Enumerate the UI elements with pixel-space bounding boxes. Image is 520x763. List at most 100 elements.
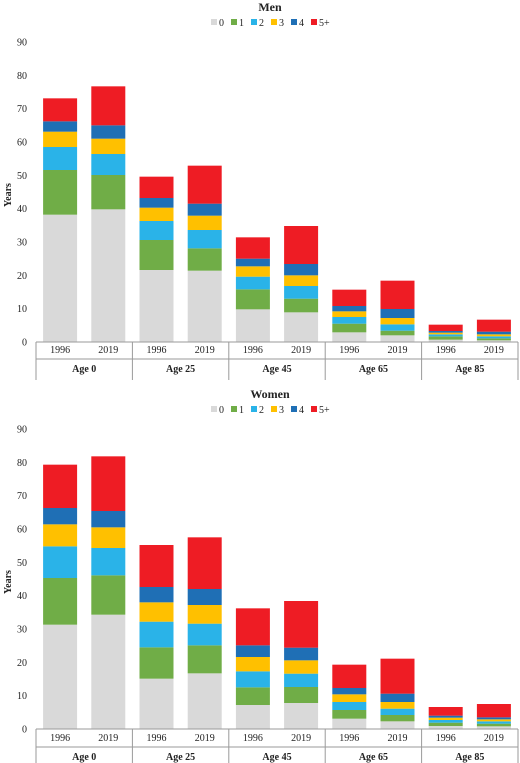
women-y-tick-label: 70	[17, 491, 27, 502]
men-legend-label-3: 3	[279, 18, 284, 29]
women-bar-9-segment-3	[428, 717, 463, 720]
men-bar-7-segment-0	[332, 332, 367, 342]
men-bar-6-segment-1	[284, 298, 319, 313]
women-bar-2-segment-1	[91, 575, 126, 615]
men-bar-2-segment-4	[91, 125, 126, 139]
women-bar-5-segment-2	[235, 671, 270, 688]
men-bar-8-segment-4	[380, 309, 415, 318]
men-bar-6-segment-2	[284, 286, 319, 299]
men-bar-10-segment-2	[476, 336, 511, 339]
men-bar-2-segment-2	[91, 154, 126, 175]
women-bar-10-segment-1	[476, 723, 511, 727]
men-bar-10-segment-5plus	[476, 319, 511, 332]
women-bar-8-segment-0	[380, 721, 415, 729]
women-legend-label-3: 3	[279, 405, 284, 416]
women-x-tick-label: 1996	[50, 733, 70, 744]
women-bar-6-segment-5plus	[284, 601, 319, 648]
men-bar-8-segment-5plus	[380, 280, 415, 309]
men-y-axis-label: Years	[3, 183, 14, 207]
women-legend-label-2: 2	[259, 405, 264, 416]
men-bar-8-segment-0	[380, 335, 415, 342]
women-chart-title: Women	[250, 387, 290, 401]
women-bar-6-segment-3	[284, 660, 319, 674]
women-x-tick-label: 2019	[195, 733, 215, 744]
men-bar-7-segment-1	[332, 323, 367, 333]
women-y-axis-label: Years	[3, 570, 14, 594]
women-bar-2-segment-2	[91, 548, 126, 576]
men-bar-1-segment-1	[43, 170, 78, 215]
men-group-label: Age 0	[72, 364, 96, 375]
men-bar-10-segment-4	[476, 331, 511, 335]
women-bar-3-segment-3	[139, 602, 174, 622]
men-bar-4-segment-3	[187, 215, 222, 230]
men-bar-9-segment-5plus	[428, 324, 463, 331]
men-bar-5-segment-4	[235, 258, 270, 267]
women-bar-8-segment-2	[380, 708, 415, 715]
men-bar-6-segment-3	[284, 275, 319, 286]
women-bar-5-segment-3	[235, 657, 270, 672]
men-bar-4-segment-0	[187, 270, 222, 342]
women-legend-swatch-1	[231, 406, 237, 412]
men-y-tick-label: 90	[17, 38, 27, 49]
women-x-tick-label: 2019	[484, 733, 504, 744]
women-bar-2-segment-5plus	[91, 456, 126, 511]
men-bar-3-segment-5plus	[139, 176, 174, 198]
women-bar-8-segment-4	[380, 693, 415, 702]
women-x-tick-label: 2019	[388, 733, 408, 744]
women-bar-10-segment-0	[476, 726, 511, 729]
women-y-tick-label: 80	[17, 458, 27, 469]
men-legend-swatch-4	[291, 19, 297, 25]
women-bar-4-segment-2	[187, 623, 222, 646]
women-bar-1-segment-4	[43, 508, 78, 525]
men-bar-2-segment-1	[91, 175, 126, 210]
women-legend-label-0: 0	[219, 405, 224, 416]
women-bar-7-segment-3	[332, 694, 367, 702]
women-y-tick-label: 20	[17, 658, 27, 669]
women-group-label: Age 45	[262, 752, 291, 763]
women-bar-9-segment-1	[428, 722, 463, 726]
men-bar-3-segment-4	[139, 198, 174, 208]
men-x-tick-label: 2019	[388, 345, 408, 356]
women-legend-label-5plus: 5+	[319, 405, 330, 416]
men-bar-3-segment-0	[139, 270, 174, 342]
women-bar-6-segment-4	[284, 647, 319, 661]
men-x-tick-label: 1996	[147, 345, 167, 356]
men-x-tick-label: 2019	[291, 345, 311, 356]
men-bar-10-segment-3	[476, 334, 511, 337]
women-bar-7-segment-1	[332, 710, 367, 719]
men-bar-1-segment-2	[43, 147, 78, 170]
women-bar-3-segment-5plus	[139, 545, 174, 587]
men-y-tick-label: 70	[17, 104, 27, 115]
women-bar-1-segment-1	[43, 578, 78, 625]
women-bar-9-segment-2	[428, 720, 463, 723]
women-bar-5-segment-0	[235, 705, 270, 729]
women-bar-6-segment-1	[284, 687, 319, 703]
women-bar-7-segment-4	[332, 688, 367, 695]
women-legend-label-4: 4	[299, 405, 304, 416]
men-legend-swatch-0	[211, 19, 217, 25]
women-bar-10-segment-4	[476, 717, 511, 720]
men-bar-1-segment-0	[43, 214, 78, 342]
men-bar-6-segment-5plus	[284, 226, 319, 264]
men-y-tick-label: 50	[17, 171, 27, 182]
women-y-tick-label: 90	[17, 425, 27, 436]
women-bar-1-segment-3	[43, 524, 78, 547]
women-bar-4-segment-4	[187, 589, 222, 605]
women-bar-9-segment-5plus	[428, 707, 463, 716]
women-bar-1-segment-2	[43, 546, 78, 578]
men-bar-7-segment-3	[332, 311, 367, 317]
women-bar-6-segment-0	[284, 703, 319, 729]
men-y-tick-label: 0	[22, 338, 27, 349]
women-y-tick-label: 40	[17, 591, 27, 602]
women-bar-3-segment-4	[139, 587, 174, 603]
men-y-tick-label: 80	[17, 71, 27, 82]
men-bar-9-segment-2	[428, 334, 463, 337]
women-legend-swatch-0	[211, 406, 217, 412]
women-legend-swatch-2	[251, 406, 257, 412]
women-bar-4-segment-3	[187, 605, 222, 624]
men-bar-5-segment-5plus	[235, 237, 270, 259]
men-legend-swatch-5plus	[311, 19, 317, 25]
women-y-tick-label: 30	[17, 625, 27, 636]
women-bar-10-segment-2	[476, 721, 511, 724]
